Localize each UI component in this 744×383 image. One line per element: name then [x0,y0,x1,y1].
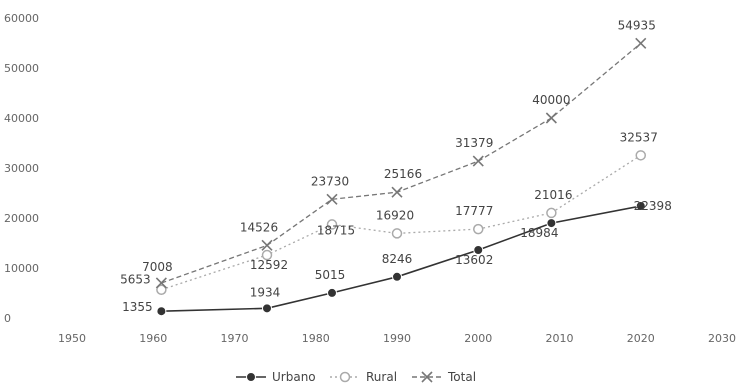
data-label-total: 7008 [142,260,173,274]
data-point-rural [261,249,273,261]
data-point-total [545,112,557,124]
data-point-rural [635,150,646,161]
legend-marker-urbano [246,372,256,382]
data-label-total: 14526 [240,220,278,234]
marker-cross-stroke [421,371,433,383]
data-label-urbano: 5015 [315,268,346,282]
data-point-urbano [635,201,646,212]
data-label-urbano: 18984 [520,226,558,240]
data-point-total [155,277,167,289]
data-label-rural: 21016 [534,188,572,202]
data-point-urbano [392,271,402,282]
x-tick-label: 2020 [627,332,655,345]
y-tick-label: 50000 [4,62,39,75]
data-point-urbano [327,287,337,298]
data-point-total [261,239,273,251]
data-label-total: 23730 [311,174,349,188]
data-point-total [391,186,403,198]
data-point-total [472,155,484,167]
legend-label-urbano: Urbano [272,370,316,383]
y-tick-label: 10000 [4,262,39,275]
data-label-rural: 16920 [376,208,414,222]
x-tick-label: 1990 [383,332,411,345]
data-label-urbano: 22398 [634,199,672,213]
data-label-urbano: 1934 [250,285,281,299]
x-tick-label: 1960 [139,332,167,345]
data-point-total [326,193,338,205]
data-label-total: 31379 [455,136,493,150]
data-point-urbano [156,306,167,317]
data-point-rural [546,207,557,219]
data-label-urbano: 8246 [382,252,413,266]
x-tick-label: 1950 [58,332,86,345]
data-label-total: 54935 [618,18,656,32]
legend-label-total: Total [447,370,476,383]
series-line-total [161,42,642,284]
marker-cross-stroke [155,277,167,289]
x-tick-label: 2010 [546,332,574,345]
x-axis-ticks: 1950 1960 1970 1980 1990 2000 2010 2020 2030 [58,332,736,345]
marker-cross-stroke [472,155,484,167]
x-tick-label: 2030 [708,332,736,345]
x-tick-label: 2000 [464,332,492,345]
y-tick-label: 30000 [4,162,39,175]
data-label-rural: 12592 [250,258,288,272]
marker-cross-stroke [635,37,647,49]
data-label-urbano: 13602 [455,253,493,267]
data-point-rural [473,223,484,235]
y-axis-ticks: 0 10000 20000 30000 40000 50000 60000 [4,12,39,325]
marker-cross-stroke [545,112,557,124]
marker-cross-stroke [261,239,273,251]
y-tick-label: 20000 [4,212,39,225]
series-markers [155,37,647,317]
data-label-rural: 5653 [120,273,151,287]
data-labels: 1355 1934 5015 8246 13602 18984 22398 5653 12592… [120,18,672,314]
chart-legend: Urbano Rural Total [236,370,476,383]
legend-label-rural: Rural [366,370,397,383]
data-label-total: 40000 [532,93,570,107]
data-point-rural [326,219,338,230]
data-point-urbano [262,303,272,314]
data-point-total [635,37,647,49]
y-tick-label: 40000 [4,112,39,125]
data-label-rural: 17777 [455,204,493,218]
y-tick-label: 60000 [4,12,39,25]
data-point-urbano [546,218,557,229]
marker-cross-stroke [326,193,338,205]
legend-marker-total [421,371,433,383]
data-label-total: 25166 [384,167,422,181]
data-point-rural [156,284,167,295]
legend-marker-rural [339,371,351,383]
x-tick-label: 1970 [221,332,249,345]
marker-cross-stroke [391,186,403,198]
data-point-urbano [473,244,484,255]
data-label-rural: 18715 [317,223,355,237]
y-tick-label: 0 [4,312,11,325]
x-tick-label: 1980 [302,332,330,345]
data-point-rural [391,228,403,239]
data-label-rural: 32537 [620,130,658,144]
data-label-urbano: 1355 [122,300,153,314]
